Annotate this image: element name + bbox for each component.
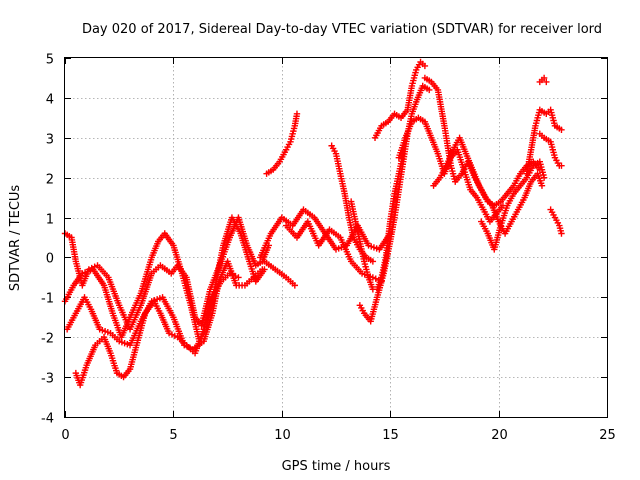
y-tick-label: 5 bbox=[46, 53, 54, 68]
plot-frame bbox=[64, 57, 608, 418]
y-tick-label: 4 bbox=[46, 93, 54, 108]
x-tick-label: 15 bbox=[382, 428, 399, 443]
data-point bbox=[558, 230, 565, 237]
data-point bbox=[165, 330, 173, 337]
data-point bbox=[558, 126, 565, 133]
data-point bbox=[538, 182, 546, 189]
chart-title: Day 020 of 2017, Sidereal Day-to-day VTE… bbox=[82, 22, 602, 37]
y-tick-label: -2 bbox=[41, 332, 54, 347]
data-point bbox=[421, 62, 429, 70]
data-point bbox=[291, 282, 299, 289]
data-point bbox=[540, 174, 548, 181]
x-axis-label: GPS time / hours bbox=[282, 459, 391, 474]
y-tick-label: -4 bbox=[41, 412, 54, 427]
data-point-fill bbox=[171, 332, 179, 340]
y-tick-label: 0 bbox=[46, 252, 54, 267]
data-point bbox=[235, 274, 242, 281]
data-point-fill bbox=[168, 331, 176, 338]
data-point bbox=[540, 74, 548, 82]
x-tick-label: 0 bbox=[61, 428, 69, 443]
y-tick-label: 3 bbox=[46, 133, 54, 148]
x-tick-label: 5 bbox=[169, 428, 177, 443]
x-tick-label: 10 bbox=[274, 428, 291, 443]
x-tick-label: 25 bbox=[599, 428, 616, 443]
data-point bbox=[259, 266, 266, 273]
data-point bbox=[369, 258, 377, 265]
y-tick-label: -3 bbox=[41, 372, 54, 387]
data-point bbox=[293, 110, 301, 118]
data-point bbox=[426, 86, 433, 94]
data-point bbox=[558, 162, 565, 169]
x-tick-label: 20 bbox=[491, 428, 508, 443]
y-tick-label: 2 bbox=[46, 173, 54, 188]
data-point-fill bbox=[232, 272, 239, 280]
data-point-fill bbox=[372, 275, 379, 282]
y-tick-label: 1 bbox=[46, 213, 54, 228]
y-tick-label: -1 bbox=[41, 292, 54, 307]
data-point bbox=[543, 78, 550, 86]
data-point bbox=[226, 270, 233, 277]
axis-ticks: 0 5 10 15 20 25 -4 -3 -2 -1 0 1 2 3 4 5 bbox=[41, 53, 616, 444]
data-point-fill bbox=[229, 271, 236, 278]
data-points bbox=[61, 58, 565, 389]
y-axis-label: SDTVAR / TECUs bbox=[8, 185, 23, 292]
